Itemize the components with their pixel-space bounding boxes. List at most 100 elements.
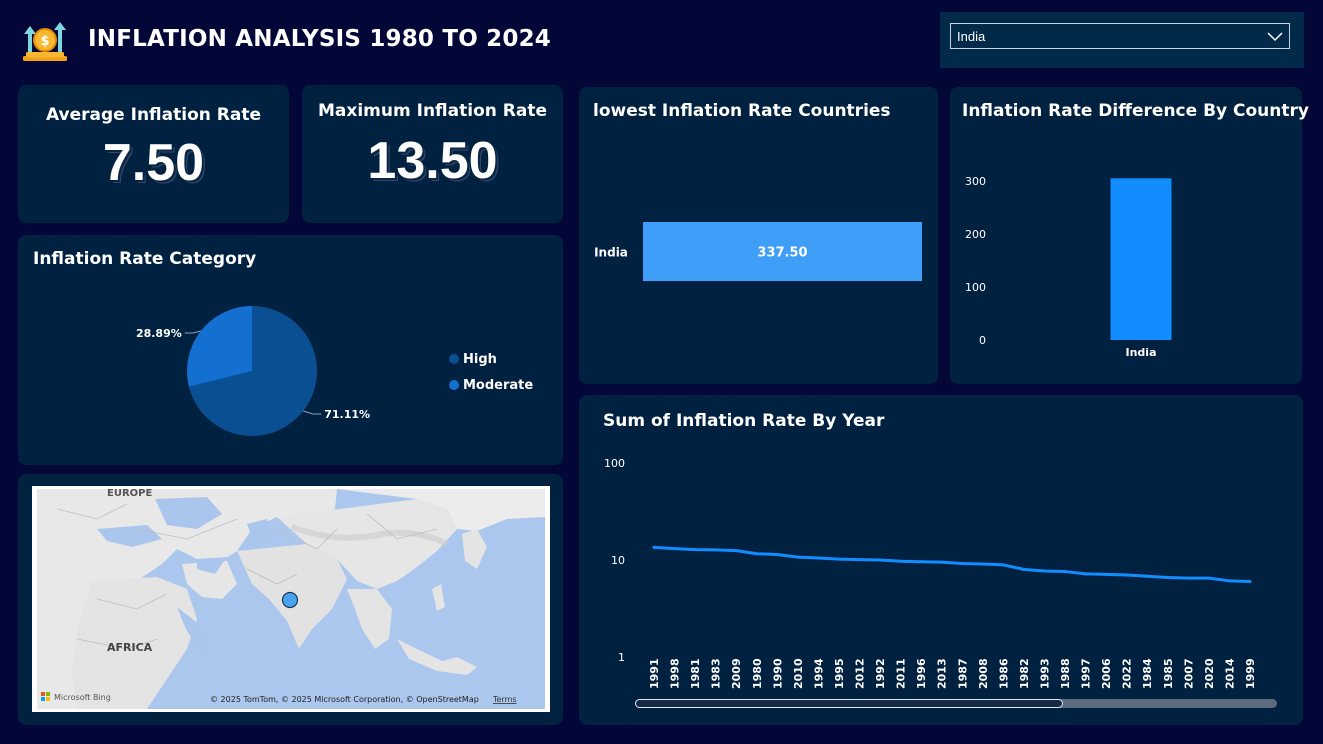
pie-slice-moderate[interactable] — [187, 306, 252, 387]
x-tick-label: 1999 — [1244, 658, 1257, 689]
data-point[interactable] — [1186, 576, 1190, 580]
maximum-inflation-label: Maximum Inflation Rate — [317, 101, 547, 121]
data-point[interactable] — [714, 548, 718, 552]
average-inflation-label: Average Inflation Rate — [45, 105, 261, 125]
y-tick-label: 100 — [604, 457, 625, 470]
category-title: Inflation Rate Category — [33, 249, 257, 269]
maximum-inflation-value: 13.50 — [367, 132, 498, 190]
x-tick-label: 2012 — [854, 658, 867, 689]
data-point[interactable] — [775, 552, 779, 556]
data-point[interactable] — [755, 552, 759, 556]
by-year-card: Sum of Inflation Rate By Year 1 10 100 1991… — [579, 395, 1303, 725]
data-point[interactable] — [1207, 576, 1211, 580]
pie-slice-high[interactable] — [188, 306, 317, 436]
y-tick-label: 1 — [618, 651, 625, 664]
x-tick-label: 1996 — [915, 658, 928, 689]
x-tick-label: 1998 — [669, 658, 682, 689]
coin-growth-icon: $ — [20, 16, 70, 66]
x-tick-label: 1997 — [1080, 658, 1093, 689]
data-point[interactable] — [1042, 569, 1046, 573]
lowest-inflation-title: lowest Inflation Rate Countries — [593, 101, 891, 121]
x-tick-label: 2011 — [895, 658, 908, 689]
legend-item-moderate[interactable]: Moderate — [449, 378, 533, 393]
x-tick-label: 1987 — [956, 658, 969, 689]
data-point[interactable] — [1145, 574, 1149, 578]
maximum-inflation-card: Maximum Inflation Rate 13.50 — [302, 85, 563, 223]
legend-label-high: High — [463, 352, 497, 367]
lowest-inflation-chart: India 337.50 — [594, 222, 922, 281]
data-point[interactable] — [693, 548, 697, 552]
map-marker-india[interactable] — [281, 591, 299, 609]
data-point[interactable] — [981, 562, 985, 566]
x-tick-label: 2022 — [1121, 658, 1134, 689]
data-point[interactable] — [940, 560, 944, 564]
x-tick-label: 2008 — [977, 658, 990, 689]
data-point[interactable] — [1084, 572, 1088, 576]
data-point[interactable] — [673, 547, 677, 551]
x-tick-label: 2007 — [1182, 658, 1195, 689]
data-point[interactable] — [858, 558, 861, 562]
x-tick-label: 1983 — [710, 658, 723, 689]
category-card: Inflation Rate Category 71.11% 28.89% Hig… — [18, 235, 563, 465]
y-tick-label: 200 — [965, 228, 986, 241]
average-inflation-value: 7.50 — [102, 134, 205, 192]
by-year-title: Sum of Inflation Rate By Year — [603, 411, 885, 431]
data-point[interactable] — [1227, 579, 1231, 583]
data-point[interactable] — [1248, 580, 1252, 584]
map-card: EUROPE AFRICA Microsoft Bing © 2025 TomT… — [18, 474, 563, 725]
x-tick-label: 2009 — [730, 658, 743, 689]
category-pie-chart: 71.11% 28.89% — [136, 306, 370, 436]
data-point[interactable] — [899, 559, 903, 563]
data-point[interactable] — [652, 545, 656, 549]
x-tick-label: 1986 — [997, 658, 1010, 689]
y-tick-label: 10 — [611, 554, 625, 567]
x-tick-label: 1985 — [1162, 658, 1175, 689]
legend-dot-high — [449, 354, 459, 364]
data-point[interactable] — [960, 562, 964, 566]
series-line[interactable] — [652, 545, 1252, 584]
x-tick-label: 1992 — [874, 658, 887, 689]
data-point[interactable] — [878, 558, 882, 562]
x-tick-label: 2014 — [1223, 658, 1236, 689]
difference-title: Inflation Rate Difference By Country — [962, 101, 1309, 121]
y-tick-label: 0 — [979, 334, 986, 347]
x-tick-label: 2020 — [1203, 658, 1216, 689]
data-point[interactable] — [1022, 567, 1026, 571]
data-point[interactable] — [1166, 576, 1170, 580]
y-tick-label: 300 — [965, 175, 986, 188]
map-view[interactable]: EUROPE AFRICA Microsoft Bing © 2025 TomT… — [37, 489, 545, 709]
x-tick-label: 1988 — [1059, 658, 1072, 689]
dropdown-selected-value: India — [957, 29, 986, 44]
bar-india[interactable] — [1110, 178, 1172, 340]
map-bing-label: Microsoft Bing — [54, 693, 111, 702]
pie-data-label: 28.89% — [136, 327, 182, 340]
difference-chart: 0 100 200 300 India — [965, 175, 1172, 359]
bar-india[interactable] — [643, 222, 922, 281]
x-tick-label: 1981 — [689, 658, 702, 689]
legend-item-high[interactable]: High — [449, 352, 497, 367]
x-scrollbar-thumb[interactable] — [635, 699, 1063, 708]
data-point[interactable] — [796, 555, 800, 559]
x-tick-label: 2013 — [936, 658, 949, 689]
category-label: India — [594, 246, 628, 260]
chevron-down-icon[interactable] — [1267, 28, 1283, 47]
world-map: EUROPE AFRICA Microsoft Bing © 2025 TomT… — [37, 489, 545, 709]
map-terms-link[interactable]: Terms — [492, 695, 517, 704]
pie-data-label: 71.11% — [324, 408, 370, 421]
data-point[interactable] — [734, 549, 738, 553]
x-tick-label: 1993 — [1038, 658, 1051, 689]
data-point[interactable] — [1104, 572, 1108, 576]
data-point[interactable] — [1001, 563, 1005, 567]
map-label-europe: EUROPE — [107, 489, 152, 499]
bar-data-label: 337.50 — [757, 246, 807, 261]
data-point[interactable] — [1125, 573, 1129, 577]
data-point[interactable] — [919, 560, 923, 564]
country-dropdown[interactable]: India — [950, 23, 1290, 49]
by-year-line-chart: 1 10 100 1991 1998 1981 1983 2009 1980 1990 2010 19… — [604, 457, 1257, 689]
data-point[interactable] — [837, 557, 841, 561]
data-point[interactable] — [1063, 570, 1067, 574]
data-point[interactable] — [816, 556, 820, 560]
x-scrollbar-track[interactable] — [635, 699, 1277, 708]
y-tick-label: 100 — [965, 281, 986, 294]
svg-text:$: $ — [40, 34, 49, 49]
